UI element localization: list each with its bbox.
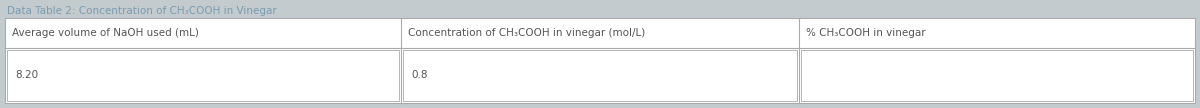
Text: % CH₃COOH in vinegar: % CH₃COOH in vinegar xyxy=(805,28,925,38)
Text: Data Table 2: Concentration of CH₃COOH in Vinegar: Data Table 2: Concentration of CH₃COOH i… xyxy=(7,6,277,16)
Bar xyxy=(403,50,797,101)
Text: Average volume of NaOH used (mL): Average volume of NaOH used (mL) xyxy=(12,28,199,38)
Bar xyxy=(5,18,1195,103)
Bar xyxy=(800,50,1193,101)
Bar xyxy=(7,50,400,101)
Text: Concentration of CH₃COOH in vinegar (mol/L): Concentration of CH₃COOH in vinegar (mol… xyxy=(408,28,646,38)
Text: 0.8: 0.8 xyxy=(412,71,427,80)
Text: 8.20: 8.20 xyxy=(14,71,38,80)
